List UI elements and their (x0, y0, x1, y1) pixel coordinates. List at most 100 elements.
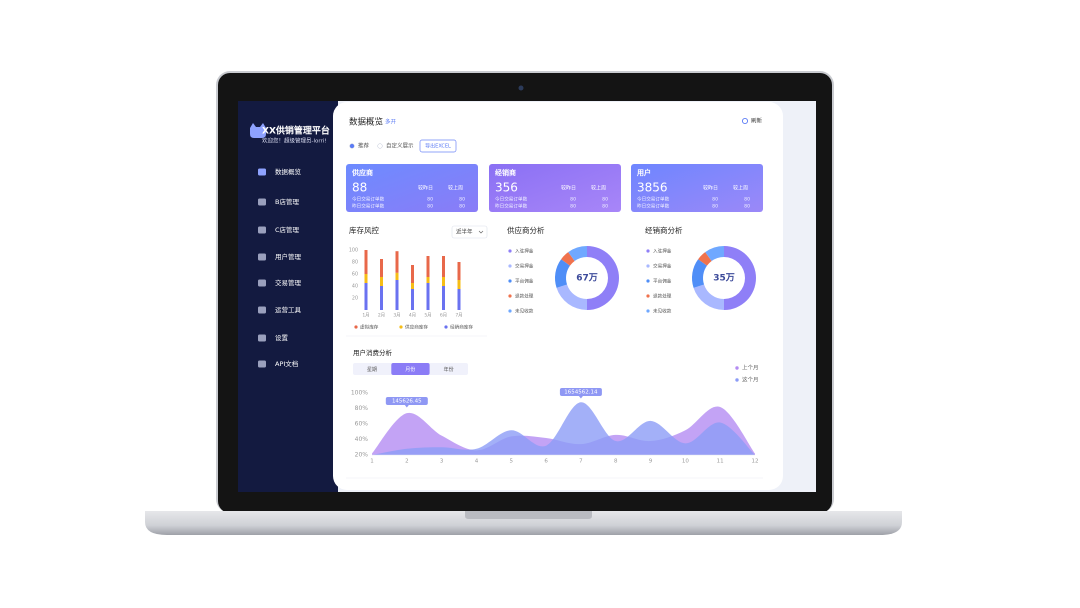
radio[interactable] (349, 143, 355, 149)
legend-dot (508, 264, 512, 268)
x-tick-label: 6月 (440, 313, 447, 319)
y-tick-label: 100 (349, 248, 358, 254)
y-tick-label: 80 (352, 260, 358, 266)
x-tick-label: 3月 (393, 313, 400, 319)
menu-item[interactable]: API文档 (275, 359, 298, 368)
legend-dot (646, 309, 650, 313)
card-row-label: 昨日交易订单数 (637, 203, 670, 210)
bar-segment (395, 280, 399, 310)
card-name: 经销商 (495, 168, 516, 177)
card-row-value: 80 (427, 197, 433, 203)
legend-label: 上个月 (742, 364, 759, 372)
pie-segment (561, 252, 575, 266)
legend-dot (646, 294, 650, 298)
menu-icon (258, 226, 266, 234)
legend-dot (735, 366, 739, 370)
x-tick-label: 12 (752, 459, 759, 465)
menu-icon (258, 306, 266, 314)
legend-dot (354, 325, 358, 329)
refresh[interactable]: 刷新 (751, 117, 763, 125)
annotation-box (385, 397, 428, 405)
radio[interactable] (377, 143, 383, 149)
legend-label: 未见收款 (515, 308, 534, 315)
legend-label: 平台佣金 (653, 278, 672, 285)
period-filter[interactable]: 近半年 (456, 228, 473, 236)
legend-label: 交易押金 (515, 263, 534, 270)
card-row-value: 80 (744, 204, 750, 210)
x-tick-label: 10 (682, 459, 689, 465)
welcome-text: 欢迎您！超级管理员-lorri! (262, 137, 327, 145)
y-tick-label: 60% (355, 421, 369, 428)
legend-label: 未见收款 (653, 308, 672, 315)
legend-label: 虚拟库存 (360, 324, 379, 331)
tab-label[interactable]: 星期 (367, 367, 377, 373)
legend-dot (508, 249, 512, 253)
bar-segment (364, 250, 368, 274)
card-row-value: 80 (570, 197, 576, 203)
laptop-base (145, 511, 902, 535)
card-row-value: 80 (459, 197, 465, 203)
card-row-value: 80 (459, 204, 465, 210)
legend-label: 经销商库存 (450, 324, 473, 331)
menu-icon (258, 253, 266, 261)
y-tick-label: 80% (355, 405, 369, 412)
card-row-value: 80 (602, 197, 608, 203)
legend-label: 供应商库存 (405, 324, 428, 331)
tab-label[interactable]: 月份 (405, 366, 415, 373)
sidebar (238, 101, 338, 492)
chart-title: 库存风控 (349, 225, 379, 235)
legend-dot (444, 325, 448, 329)
card-value: 356 (495, 181, 518, 195)
x-tick-label: 8 (614, 459, 618, 465)
card-value: 3856 (637, 181, 668, 195)
menu-item[interactable]: C店管理 (275, 225, 300, 234)
legend-dot (508, 294, 512, 298)
legend-dot (508, 279, 512, 283)
menu-item[interactable]: 交易管理 (275, 278, 302, 287)
pie-center-label: 35万 (713, 273, 735, 284)
x-tick-label: 6 (544, 459, 548, 465)
active-tab (391, 363, 430, 375)
stat-card (489, 164, 621, 212)
refresh-icon[interactable] (741, 117, 749, 125)
radio-label[interactable]: 自定义展示 (386, 142, 414, 150)
y-tick-label: 20 (352, 296, 358, 302)
annotation-box (559, 388, 602, 396)
bar-segment (395, 251, 399, 273)
menu-item[interactable]: B店管理 (275, 197, 299, 206)
menu-item[interactable]: 运营工具 (275, 305, 302, 314)
y-tick-label: 40 (352, 284, 358, 290)
chart-title: 供应商分析 (507, 225, 545, 235)
menu-item[interactable]: 数据概览 (275, 167, 302, 176)
stat-card (346, 164, 478, 212)
menu-item[interactable]: 用户管理 (275, 252, 302, 261)
card-row-label: 今日交易订单数 (637, 196, 670, 203)
period-dropdown[interactable] (451, 225, 488, 239)
x-tick-label: 7月 (455, 313, 462, 319)
pie-segment (698, 252, 712, 266)
pie-center-label: 67万 (576, 273, 598, 284)
card-name: 用户 (637, 168, 651, 177)
card-row-value: 80 (712, 204, 718, 210)
card-row-label: 昨日交易订单数 (352, 203, 385, 210)
card-value: 88 (352, 181, 367, 195)
bar-segment (442, 256, 445, 277)
bar-segment (426, 277, 430, 283)
menu-item[interactable]: 设置 (275, 333, 289, 342)
legend-dot (646, 279, 650, 283)
export-label[interactable]: 导出EXCEL (425, 143, 451, 150)
card-row-label: 昨日交易订单数 (495, 203, 528, 210)
export-button[interactable] (419, 139, 457, 153)
bar-segment (426, 283, 430, 310)
menu-icon (258, 198, 266, 206)
legend-label: 入驻押金 (653, 248, 672, 255)
annotation-pointer (578, 396, 583, 399)
card-row-value: 80 (427, 204, 433, 210)
radio-label[interactable]: 推荐 (358, 142, 370, 150)
tab-label[interactable]: 年份 (444, 366, 454, 373)
area-series (372, 402, 755, 455)
bar-segment (457, 289, 461, 310)
stat-card (631, 164, 763, 212)
